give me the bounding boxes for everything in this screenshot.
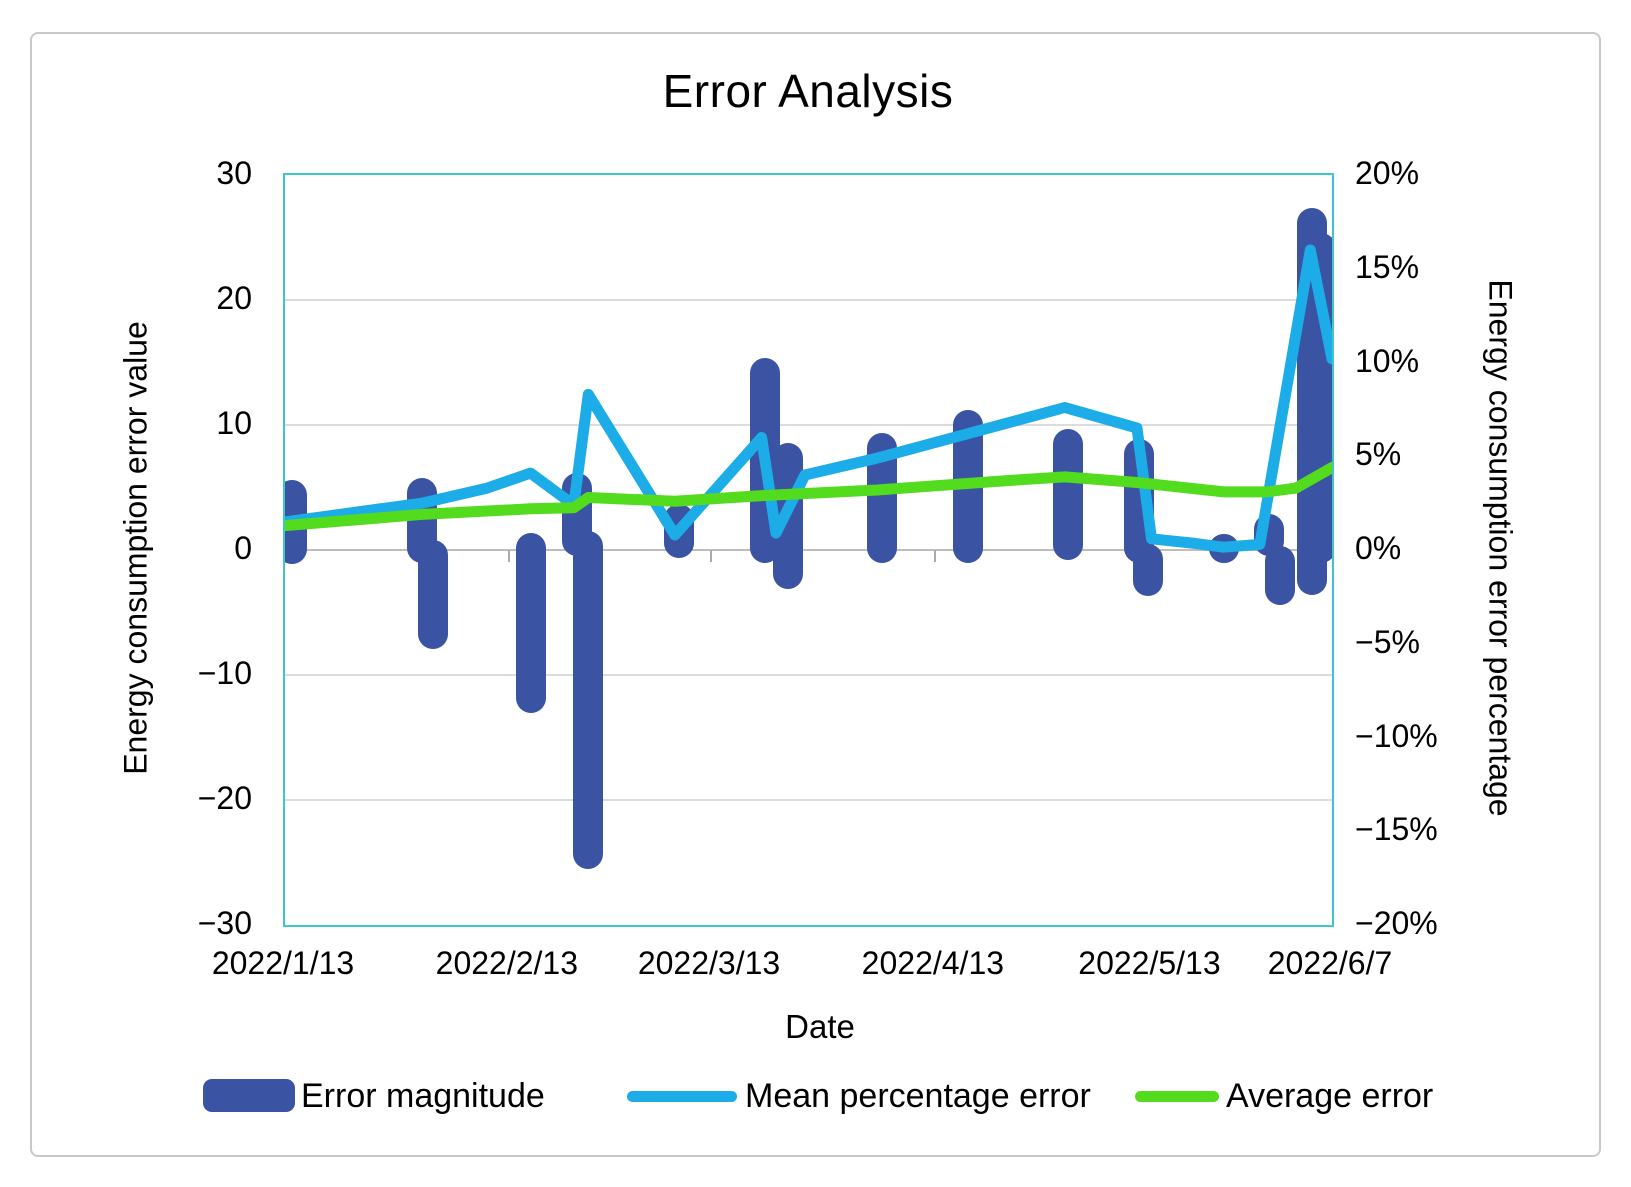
legend-blue-line-swatch [627, 1091, 737, 1102]
x-axis-tick-label: 2022/4/13 [861, 945, 1005, 981]
x-axis-tick-label: 2022/1/13 [211, 945, 355, 981]
left-axis-tick-label: 20 [216, 280, 252, 316]
right-axis-tick-label: 5% [1355, 436, 1402, 473]
right-axis-tick-label: −15% [1355, 811, 1438, 848]
error-magnitude-bar [515, 532, 546, 713]
right-axis-tick-label: −10% [1355, 717, 1438, 754]
error-magnitude-bar [1132, 543, 1163, 597]
x-axis-tick-mark [933, 550, 936, 562]
left-axis-tick-label: 30 [216, 155, 252, 191]
average-error-line [285, 462, 1332, 532]
left-axis-tick-label: 10 [216, 405, 252, 441]
left-axis-tick-label: −10 [197, 655, 252, 691]
gridline [285, 674, 1332, 676]
gridline [285, 799, 1332, 801]
legend-label-mean-percentage-error: Mean percentage error [745, 1077, 1091, 1115]
left-axis-tick-label: 0 [234, 530, 252, 566]
line-series-layer [285, 244, 1332, 553]
legend-bar-swatch [203, 1079, 295, 1112]
x-axis-tick-mark [507, 550, 510, 562]
right-axis-tick-label: 10% [1355, 342, 1420, 379]
error-magnitude-bar [1052, 428, 1083, 560]
left-axis-tick-label: −20 [197, 780, 252, 816]
left-axis-tick-label: −30 [197, 905, 252, 941]
error-magnitude-bar [573, 531, 604, 869]
right-axis-tick-label: −5% [1355, 623, 1420, 660]
x-axis-tick-label: 2022/6/7 [1267, 945, 1393, 981]
error-magnitude-bar [1265, 546, 1295, 605]
x-axis-tick-label: 2022/3/13 [637, 945, 781, 981]
chart-title: Error Analysis [662, 65, 954, 117]
gridline [285, 424, 1332, 426]
mean-percentage-error-line [285, 244, 1332, 553]
x-axis-title: Date [785, 1008, 855, 1045]
legend-label-error-magnitude: Error magnitude [301, 1077, 545, 1115]
gridline [285, 299, 1332, 301]
zero-axis-line [285, 549, 1332, 551]
legend-green-line-swatch [1135, 1091, 1219, 1102]
right-axis-tick-label: −20% [1355, 905, 1438, 941]
plot-area [283, 173, 1334, 927]
error-magnitude-bar [418, 540, 449, 649]
x-axis-tick-label: 2022/2/13 [435, 945, 578, 981]
right-axis-tick-label: 20% [1355, 155, 1420, 191]
legend-label-average-error: Average error [1226, 1077, 1434, 1115]
x-axis-tick-label: 2022/5/13 [1078, 945, 1221, 981]
right-axis-tick-label: 0% [1355, 530, 1402, 566]
right-axis-tick-label: 15% [1355, 248, 1420, 285]
plot-inner [285, 175, 1332, 925]
x-axis-tick-mark [710, 550, 713, 562]
